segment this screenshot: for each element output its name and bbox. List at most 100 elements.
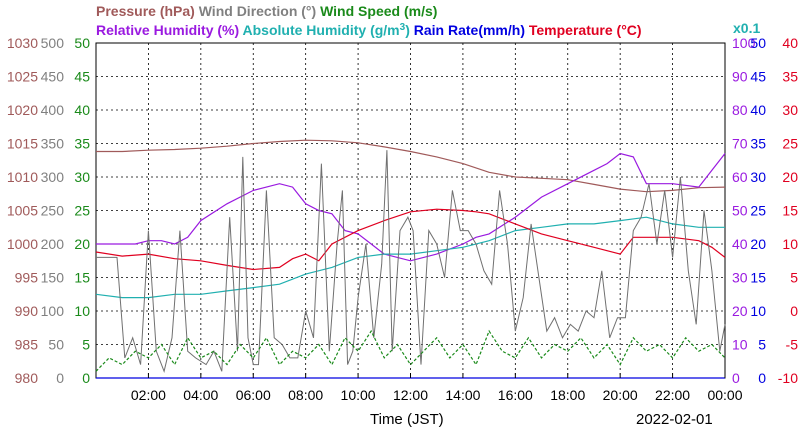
humidity-tick-label: 70 <box>732 136 748 152</box>
humidity-tick-label: 10 <box>732 337 748 353</box>
legend-row-2: Relative Humidity (%) Absolute Humidity … <box>96 22 642 39</box>
legend-entry: Wind Direction (°) <box>195 3 316 19</box>
humidity-tick-label: 50 <box>732 203 748 219</box>
pressure-tick-label: 985 <box>15 337 39 353</box>
pressure-tick-label: 980 <box>15 370 39 386</box>
pressure-tick-label: 1025 <box>7 69 38 85</box>
series-absolute-humidity <box>95 216 725 299</box>
x-tick-label: 10:00 <box>341 387 376 403</box>
rain-tick-label: 20 <box>750 236 766 252</box>
wind_direction-tick-label: 0 <box>56 370 64 386</box>
pressure-tick-label: 1020 <box>7 102 38 118</box>
legend-row-1: Pressure (hPa) Wind Direction (°) Wind S… <box>96 3 437 19</box>
x-tick-label: 00:00 <box>707 387 742 403</box>
x-tick-label: 16:00 <box>498 387 533 403</box>
wind_direction-tick-label: 200 <box>41 236 65 252</box>
wind_direction-tick-label: 100 <box>41 303 65 319</box>
pressure-tick-label: 1015 <box>7 136 38 152</box>
legend-entry: Temperature (°C) <box>525 22 642 38</box>
pressure-tick-label: 995 <box>15 270 39 286</box>
legend-superscript: 3 <box>400 22 406 33</box>
x-tick-label: 14:00 <box>445 387 480 403</box>
legend-entry: Pressure (hPa) <box>96 3 195 19</box>
humidity-tick-label: 30 <box>732 270 748 286</box>
legend-entry-close: ) <box>405 22 410 38</box>
rain-tick-label: 15 <box>750 270 766 286</box>
wind_speed-tick-label: 0 <box>82 370 90 386</box>
rain-tick-label: 50 <box>750 35 766 51</box>
humidity-tick-label: 90 <box>732 69 748 85</box>
x-tick-label: 22:00 <box>655 387 690 403</box>
rain-tick-label: 45 <box>750 69 766 85</box>
wind_speed-tick-label: 5 <box>82 337 90 353</box>
temperature-tick-label: 40 <box>782 35 798 51</box>
humidity-tick-label: 60 <box>732 169 748 185</box>
humidity-tick-label: 20 <box>732 303 748 319</box>
temperature-tick-label: 25 <box>782 136 798 152</box>
wind_direction-tick-label: 400 <box>41 102 65 118</box>
x-tick-label: 04:00 <box>183 387 218 403</box>
temperature-tick-label: 10 <box>782 236 798 252</box>
wind_speed-tick-label: 10 <box>74 303 90 319</box>
series-wind-speed-m-s <box>95 329 726 372</box>
wind_direction-tick-label: 500 <box>41 35 65 51</box>
date-label: 2022-02-01 <box>636 411 713 428</box>
x-tick-label: 12:00 <box>393 387 428 403</box>
rain-tick-label: 10 <box>750 303 766 319</box>
wind_direction-tick-label: 150 <box>41 270 65 286</box>
legend-entry: Rain Rate(mm/h) <box>410 22 525 38</box>
wind_speed-tick-label: 45 <box>74 69 90 85</box>
temperature-tick-label: 15 <box>782 203 798 219</box>
legend-entry: Wind Speed (m/s) <box>316 3 437 19</box>
wind_direction-tick-label: 250 <box>41 203 65 219</box>
humidity-tick-label: 80 <box>732 102 748 118</box>
temperature-tick-label: -5 <box>786 337 799 353</box>
temperature-tick-label: 35 <box>782 69 798 85</box>
humidity-tick-label: 100 <box>732 35 756 51</box>
wind_speed-tick-label: 40 <box>74 102 90 118</box>
abs-scale-note: x0.1 <box>733 20 760 36</box>
series-pressure-hpa <box>96 139 726 193</box>
wind_speed-tick-label: 50 <box>74 35 90 51</box>
x-tick-label: 02:00 <box>131 387 166 403</box>
wind_speed-tick-label: 25 <box>74 203 90 219</box>
rain-tick-label: 40 <box>750 102 766 118</box>
pressure-tick-label: 1000 <box>7 236 38 252</box>
legend-entry: Relative Humidity (%) <box>96 22 239 38</box>
rain-tick-label: 30 <box>750 169 766 185</box>
plot-area <box>95 42 726 379</box>
y-axes: 1030102510201015101010051000995990985980… <box>7 35 798 386</box>
wind_speed-tick-label: 35 <box>74 136 90 152</box>
temperature-tick-label: -10 <box>778 370 798 386</box>
series-wind-direction <box>96 150 726 373</box>
wind_direction-tick-label: 300 <box>41 169 65 185</box>
series-relative-humidity <box>96 152 726 262</box>
legend: Pressure (hPa) Wind Direction (°) Wind S… <box>96 3 760 38</box>
wind_speed-tick-label: 15 <box>74 270 90 286</box>
temperature-tick-label: 20 <box>782 169 798 185</box>
rain-tick-label: 5 <box>758 337 766 353</box>
wind_speed-tick-label: 20 <box>74 236 90 252</box>
rain-tick-label: 0 <box>758 370 766 386</box>
wind_direction-tick-label: 450 <box>41 69 65 85</box>
x-tick-label: 08:00 <box>288 387 323 403</box>
temperature-tick-label: 5 <box>790 270 798 286</box>
series-temperature-c <box>95 208 726 271</box>
humidity-tick-label: 0 <box>732 370 740 386</box>
pressure-tick-label: 1005 <box>7 203 38 219</box>
x-tick-label: 06:00 <box>236 387 271 403</box>
wind_direction-tick-label: 50 <box>48 337 64 353</box>
x-axis: 02:00 04:00 06:00 08:00 10:00 12:00 14:00 16:00… <box>131 373 743 403</box>
wind_direction-tick-label: 350 <box>41 136 65 152</box>
pressure-tick-label: 1030 <box>7 35 38 51</box>
rain-tick-label: 35 <box>750 136 766 152</box>
rain-tick-label: 25 <box>750 203 766 219</box>
legend-entry: Absolute Humidity (g/m <box>239 22 399 38</box>
x-tick-label: 20:00 <box>603 387 638 403</box>
x-tick-label: 18:00 <box>550 387 585 403</box>
temperature-tick-label: 0 <box>790 303 798 319</box>
x-axis-label: Time (JST) <box>370 411 444 428</box>
wind_speed-tick-label: 30 <box>74 169 90 185</box>
humidity-tick-label: 40 <box>732 236 748 252</box>
